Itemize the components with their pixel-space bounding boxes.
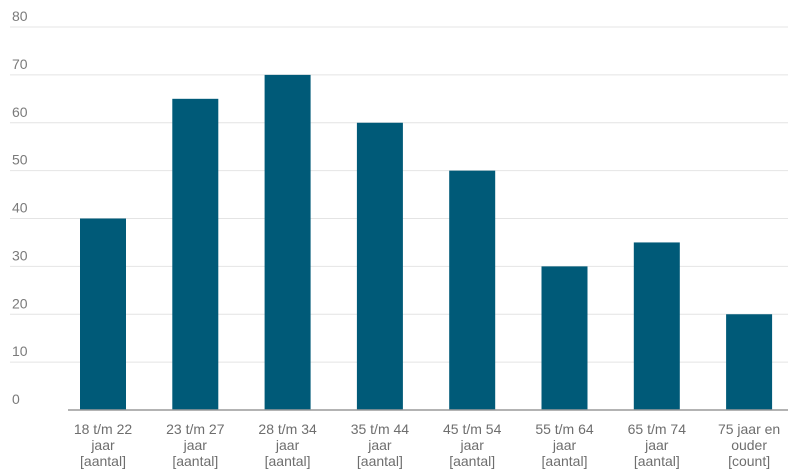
x-tick-label: 23 t/m 27 jaar [aantal] [166,421,225,469]
x-tick-label: 28 t/m 34 jaar [aantal] [258,421,317,469]
x-tick-label-line: 75 jaar en [718,421,780,437]
x-tick-label-line: [aantal] [80,453,126,469]
y-tick-label: 60 [12,104,28,120]
bar [449,170,496,410]
x-tick-label: 55 t/m 64 jaar [aantal] [535,421,594,469]
bar [264,74,311,410]
y-tick-label: 50 [12,152,28,168]
x-tick-label-line: [aantal] [449,453,495,469]
y-axis-tick-labels: 0 10 20 30 40 50 60 70 80 [12,8,28,407]
y-tick-label: 20 [12,295,28,311]
bars [80,74,773,410]
x-tick-label-line: [aantal] [357,453,403,469]
x-tick-label-line: 55 t/m 64 [535,421,594,437]
x-tick-label-line: 23 t/m 27 [166,421,225,437]
x-tick-label: 18 t/m 22 jaar [aantal] [74,421,133,469]
x-tick-label-line: [aantal] [542,453,588,469]
x-tick-label-line: jaar [183,437,208,453]
x-tick-label-line: 18 t/m 22 [74,421,133,437]
x-tick-label-line: 28 t/m 34 [258,421,317,437]
x-tick-label-line: jaar [460,437,485,453]
bar [80,218,126,410]
bar [172,98,219,410]
x-tick-label-line: jaar [90,437,115,453]
x-tick-label-line: jaar [367,437,392,453]
y-tick-label: 40 [12,200,28,216]
bar [356,122,403,410]
x-axis-category-labels: 18 t/m 22 jaar [aantal]23 t/m 27 jaar [aanta… [74,421,780,469]
y-tick-label: 30 [12,247,28,263]
x-tick-label-line: [count] [728,453,770,469]
x-tick-label-line: ouder [731,437,767,453]
y-tick-label: 10 [12,343,28,359]
y-tick-label: 80 [12,8,28,24]
bar [726,314,773,410]
x-tick-label-line: 65 t/m 74 [628,421,687,437]
bar [541,266,588,410]
x-tick-label-line: [aantal] [265,453,311,469]
y-tick-label: 0 [12,391,20,407]
x-tick-label: 35 t/m 44 jaar [aantal] [351,421,410,469]
x-tick-label-line: 35 t/m 44 [351,421,410,437]
y-tick-label: 70 [12,56,28,72]
x-tick-label-line: [aantal] [172,453,218,469]
x-tick-label: 75 jaar en ouder [count] [718,421,780,469]
x-tick-label-line: [aantal] [634,453,680,469]
x-tick-label-line: jaar [275,437,300,453]
x-tick-label-line: 45 t/m 54 [443,421,502,437]
x-tick-label-line: jaar [644,437,669,453]
x-tick-label: 65 t/m 74 jaar [aantal] [628,421,687,469]
x-tick-label-line: jaar [552,437,577,453]
x-tick-label: 45 t/m 54 jaar [aantal] [443,421,502,469]
bar [633,242,680,410]
